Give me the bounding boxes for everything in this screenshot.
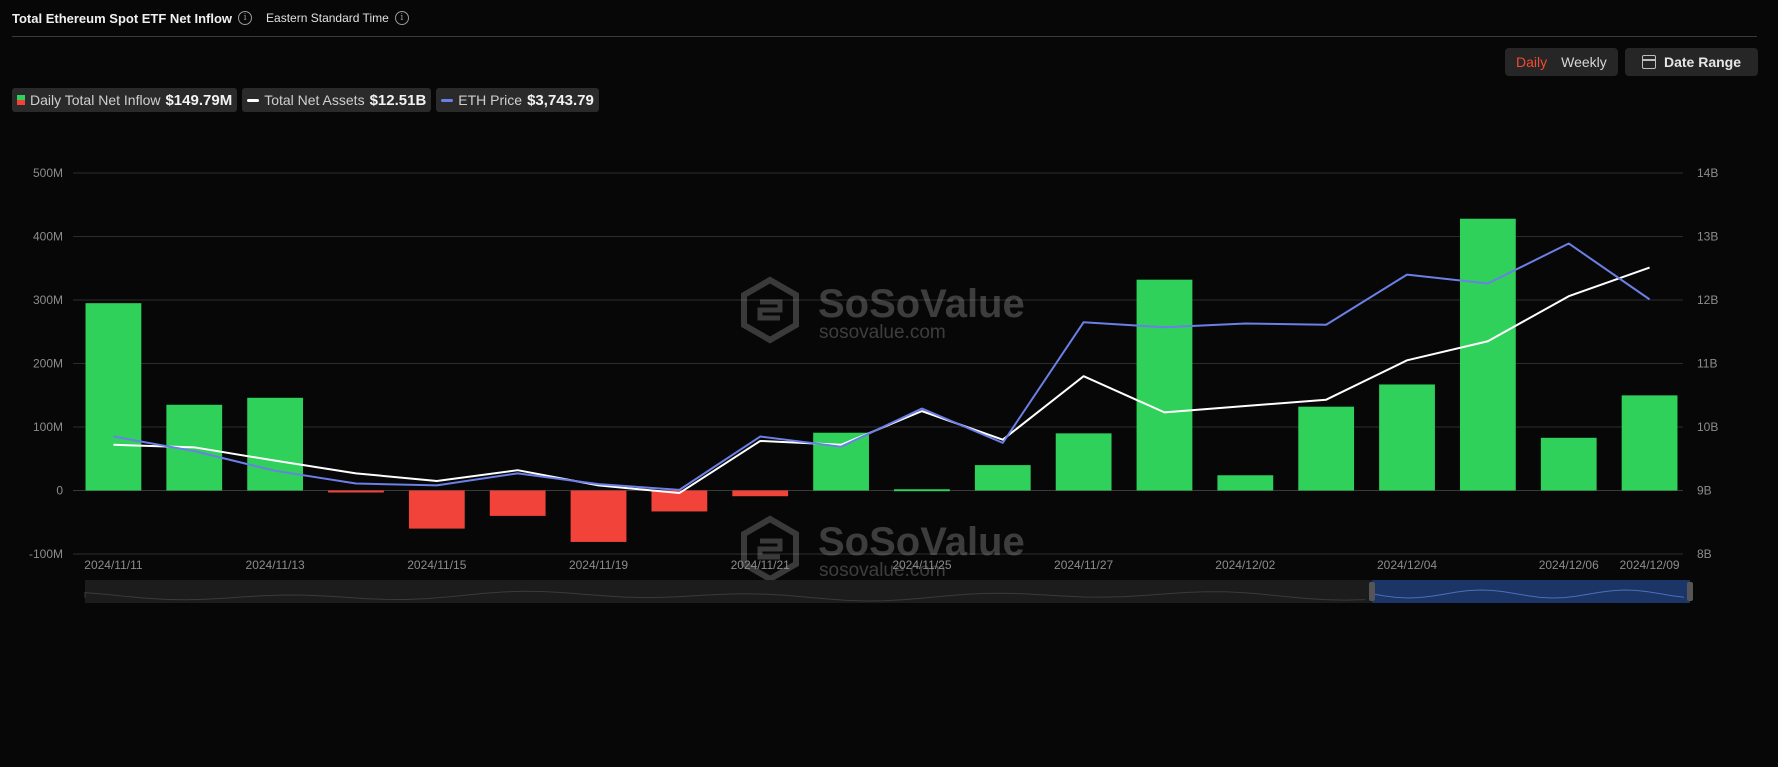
y-right-tick-label: 10B [1697, 420, 1718, 434]
watermark-logo-icon [741, 515, 799, 583]
y-right-tick-label: 9B [1697, 484, 1712, 498]
weekly-tab[interactable]: Weekly [1561, 54, 1607, 70]
navigator-sparkline-selected [1371, 589, 1685, 599]
inflow-bar [1217, 475, 1274, 491]
chart-header: Total Ethereum Spot ETF Net Inflow i Eas… [12, 8, 409, 28]
y-right-tick-label: 8B [1697, 547, 1712, 561]
legend-value: $12.51B [369, 91, 427, 109]
legend-name: Total Net Assets [264, 92, 365, 108]
x-tick-label: 2024/12/06 [1539, 558, 1599, 572]
watermark-logo-icon [741, 276, 799, 344]
legend-item-assets[interactable]: Total Net Assets $12.51B [242, 88, 432, 112]
y-axis-right: 8B 9B 10B 11B 12B 13B 14B [1697, 166, 1718, 561]
inflow-bar [894, 489, 950, 492]
x-axis: 2024/11/11 2024/11/13 2024/11/15 2024/11/19… [84, 558, 1680, 572]
inflow-swatch-icon [17, 95, 25, 105]
inflow-bar [570, 490, 627, 542]
watermark-top: SoSoValue sosovalue.com [741, 276, 1025, 344]
inflow-bar [974, 465, 1031, 491]
x-tick-label: 2024/12/04 [1377, 558, 1437, 572]
calendar-icon [1641, 55, 1656, 69]
range-navigator[interactable] [84, 580, 1693, 603]
x-tick-label: 2024/11/19 [569, 558, 628, 572]
legend-value: $149.79M [165, 91, 233, 109]
inflow-bar [813, 432, 869, 491]
timezone-info-icon[interactable]: i [394, 11, 409, 25]
inflow-bar [1055, 433, 1112, 491]
inflow-bar [328, 490, 384, 493]
navigator-selection [1372, 580, 1690, 603]
info-icon[interactable]: i [238, 11, 253, 25]
x-tick-label: 2024/11/25 [892, 558, 951, 572]
y-axis-left: -100M 0 100M 200M 300M 400M 500M [29, 166, 63, 561]
navigator-right-handle [1687, 582, 1693, 601]
inflow-bar [247, 397, 304, 491]
x-tick-label: 2024/11/21 [731, 558, 790, 572]
series-lines [113, 242, 1651, 495]
y-tick-label: -100M [29, 547, 63, 561]
grid-lines [73, 172, 1683, 555]
y-right-tick-label: 14B [1697, 166, 1718, 180]
inflow-bar [85, 303, 142, 491]
y-tick-label: 300M [33, 293, 63, 307]
y-right-tick-label: 11B [1697, 357, 1717, 371]
inflow-bar [651, 490, 708, 512]
period-toggle: Daily Weekly [1505, 48, 1618, 76]
watermark-url: sosovalue.com [819, 560, 946, 581]
legend-name: ETH Price [458, 92, 523, 108]
inflow-bar [1298, 406, 1355, 491]
inflow-bar [1379, 384, 1435, 491]
x-tick-label: 2024/12/02 [1215, 558, 1275, 572]
y-tick-label: 100M [33, 420, 63, 434]
x-tick-label: 2024/12/09 [1620, 558, 1680, 572]
x-tick-label: 2024/11/27 [1054, 558, 1113, 572]
eth-price-swatch-icon [441, 98, 454, 102]
y-tick-label: 500M [33, 166, 63, 180]
legend-item-eth-price[interactable]: ETH Price $3,743.79 [436, 88, 599, 112]
timezone-label: Eastern Standard Time [266, 11, 389, 25]
x-tick-label: 2024/11/15 [407, 558, 466, 572]
daily-tab[interactable]: Daily [1516, 54, 1548, 70]
legend: Daily Total Net Inflow $149.79M Total Ne… [12, 88, 599, 112]
watermark-bottom: SoSoValue sosovalue.com [741, 515, 1025, 583]
eth-price-line [113, 242, 1651, 491]
watermark-url: sosovalue.com [819, 322, 946, 343]
legend-value: $3,743.79 [527, 91, 594, 109]
y-tick-label: 200M [33, 357, 63, 371]
watermark: SoSoValue sosovalue.com SoSoValue sosova… [741, 276, 1025, 583]
inflow-bar [1621, 395, 1678, 491]
legend-name: Daily Total Net Inflow [30, 92, 161, 108]
chart-title: Total Ethereum Spot ETF Net Inflow [12, 10, 233, 26]
assets-swatch-icon [247, 98, 260, 102]
y-right-tick-label: 12B [1697, 293, 1718, 307]
inflow-bars [85, 218, 1678, 542]
watermark-brand: SoSoValue [818, 282, 1025, 326]
inflow-bar [1540, 437, 1597, 491]
inflow-bar [408, 490, 465, 529]
date-range-button[interactable]: Date Range [1625, 48, 1758, 76]
watermark-brand: SoSoValue [818, 520, 1025, 564]
header-divider [12, 36, 1757, 37]
inflow-bar [1136, 279, 1193, 491]
inflow-bar [1459, 218, 1516, 491]
legend-item-inflow[interactable]: Daily Total Net Inflow $149.79M [12, 88, 238, 112]
navigator-sparkline [84, 590, 1366, 602]
navigator-left-handle [1369, 582, 1375, 601]
x-tick-label: 2024/11/13 [246, 558, 305, 572]
x-tick-label: 2024/11/11 [84, 558, 143, 572]
date-range-label: Date Range [1663, 54, 1742, 70]
y-tick-label: 400M [33, 230, 63, 244]
y-right-tick-label: 13B [1697, 230, 1718, 244]
inflow-bar [489, 490, 546, 516]
y-tick-label: 0 [56, 484, 63, 498]
inflow-bar [732, 490, 789, 497]
